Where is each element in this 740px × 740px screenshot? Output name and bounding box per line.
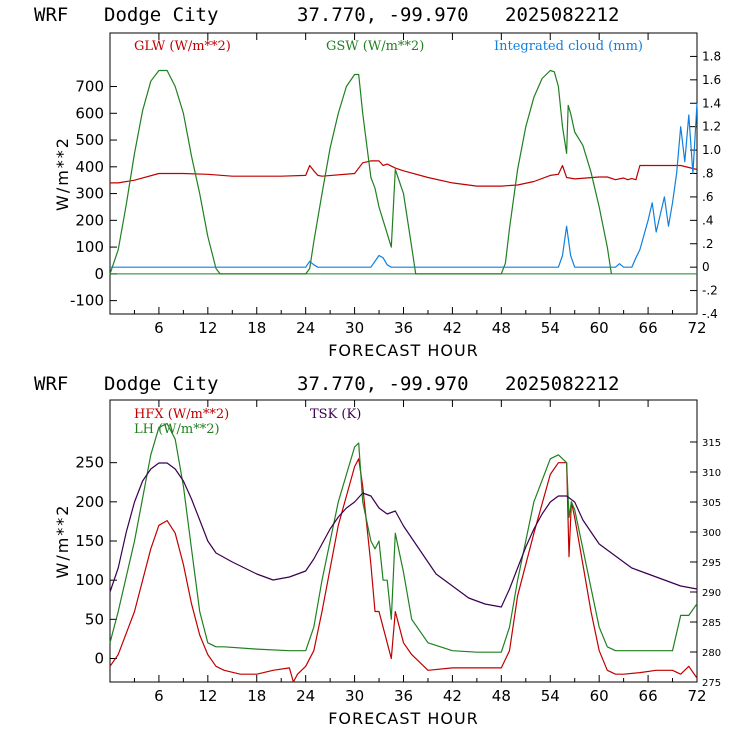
y-tick-label: 400 bbox=[75, 158, 104, 176]
x-tick-label: 36 bbox=[394, 687, 413, 705]
y-tick-label: -100 bbox=[70, 292, 104, 310]
y-axis-label: W/m**2 bbox=[53, 504, 72, 579]
series-line-glw bbox=[110, 160, 698, 187]
y-tick-label: 300 bbox=[75, 185, 104, 203]
y2-tick-label: -.2 bbox=[702, 284, 718, 298]
x-axis-label: FORECAST HOUR bbox=[328, 709, 479, 728]
x-tick-label: 6 bbox=[154, 319, 164, 337]
header-coords: 37.770, -99.970 bbox=[297, 4, 469, 26]
header-init-time: 2025082212 bbox=[505, 373, 619, 395]
y-tick-label: 200 bbox=[75, 493, 104, 511]
y-tick-label: 50 bbox=[85, 610, 104, 628]
y2-tick-label: .4 bbox=[702, 213, 713, 227]
x-tick-label: 12 bbox=[198, 687, 217, 705]
x-tick-label: 24 bbox=[296, 319, 315, 337]
x-tick-label: 72 bbox=[687, 319, 706, 337]
y2-tick-label: 0 bbox=[702, 260, 710, 274]
y2-tick-label: .2 bbox=[702, 237, 713, 251]
header-init-time: 2025082212 bbox=[505, 4, 619, 26]
y-tick-label: 250 bbox=[75, 454, 104, 472]
header-model: WRF bbox=[34, 4, 68, 26]
y2-tick-label: 1.8 bbox=[702, 49, 721, 63]
series-line-integrated bbox=[110, 103, 698, 268]
y2-tick-label: 275 bbox=[702, 678, 721, 689]
y2-tick-label: 290 bbox=[702, 588, 721, 599]
x-axis-label: FORECAST HOUR bbox=[328, 341, 479, 360]
legend-entry: Integrated cloud (mm) bbox=[494, 39, 643, 54]
y-tick-label: 700 bbox=[75, 78, 104, 96]
x-tick-label: 18 bbox=[247, 687, 266, 705]
y2-tick-label: 285 bbox=[702, 618, 721, 629]
x-tick-label: 54 bbox=[541, 319, 560, 337]
y2-tick-label: 1.6 bbox=[702, 73, 721, 87]
legend-entry: HFX (W/m**2) bbox=[134, 407, 229, 422]
x-tick-label: 48 bbox=[492, 687, 511, 705]
header-model: WRF bbox=[34, 373, 68, 395]
y-tick-label: 600 bbox=[75, 104, 104, 122]
y2-tick-label: 1.2 bbox=[702, 120, 721, 134]
y2-tick-label: 315 bbox=[702, 438, 721, 449]
x-tick-label: 54 bbox=[541, 687, 560, 705]
y-tick-label: 100 bbox=[75, 238, 104, 256]
plot-frame bbox=[109, 399, 698, 683]
legend-entry: GSW (W/m**2) bbox=[326, 39, 424, 54]
x-tick-label: 42 bbox=[443, 687, 462, 705]
header-coords: 37.770, -99.970 bbox=[297, 373, 469, 395]
y-tick-label: 0 bbox=[94, 265, 104, 283]
x-tick-label: 66 bbox=[639, 319, 658, 337]
y-tick-label: 500 bbox=[75, 131, 104, 149]
y2-tick-label: -.4 bbox=[702, 307, 718, 321]
series-line-tsk bbox=[109, 462, 698, 608]
x-tick-label: 60 bbox=[590, 319, 609, 337]
y-tick-label: 100 bbox=[75, 571, 104, 589]
y-axis-label: W/m**2 bbox=[53, 136, 72, 211]
x-tick-label: 24 bbox=[296, 687, 315, 705]
x-tick-label: 12 bbox=[198, 319, 217, 337]
x-tick-label: 66 bbox=[639, 687, 658, 705]
y2-tick-label: 295 bbox=[702, 558, 721, 569]
x-tick-label: 18 bbox=[247, 319, 266, 337]
y2-tick-label: .8 bbox=[702, 167, 713, 181]
y-tick-label: 0 bbox=[94, 650, 104, 668]
header-station: Dodge City bbox=[104, 373, 218, 395]
header-station: Dodge City bbox=[104, 4, 218, 26]
series-line-hfx bbox=[109, 458, 698, 683]
series-line-gsw bbox=[109, 69, 612, 275]
y2-tick-label: 1.0 bbox=[702, 143, 721, 157]
x-tick-label: 72 bbox=[687, 687, 706, 705]
x-tick-label: 30 bbox=[345, 687, 364, 705]
y-tick-label: 200 bbox=[75, 211, 104, 229]
x-tick-label: 36 bbox=[394, 319, 413, 337]
legend-entry: LH (W/m**2) bbox=[134, 422, 220, 437]
y2-tick-label: 310 bbox=[702, 468, 721, 479]
x-tick-label: 60 bbox=[590, 687, 609, 705]
y2-tick-label: .6 bbox=[702, 190, 713, 204]
legend-entry: TSK (K) bbox=[310, 407, 361, 422]
series-line-lh bbox=[109, 422, 698, 653]
y-tick-label: 150 bbox=[75, 532, 104, 550]
y2-tick-label: 305 bbox=[702, 498, 721, 509]
x-tick-label: 30 bbox=[345, 319, 364, 337]
x-tick-label: 48 bbox=[492, 319, 511, 337]
y2-tick-label: 300 bbox=[702, 528, 721, 539]
y2-tick-label: 1.4 bbox=[702, 96, 721, 110]
x-tick-label: 6 bbox=[154, 687, 164, 705]
legend-entry: GLW (W/m**2) bbox=[134, 39, 231, 54]
y2-tick-label: 280 bbox=[702, 648, 721, 659]
x-tick-label: 42 bbox=[443, 319, 462, 337]
